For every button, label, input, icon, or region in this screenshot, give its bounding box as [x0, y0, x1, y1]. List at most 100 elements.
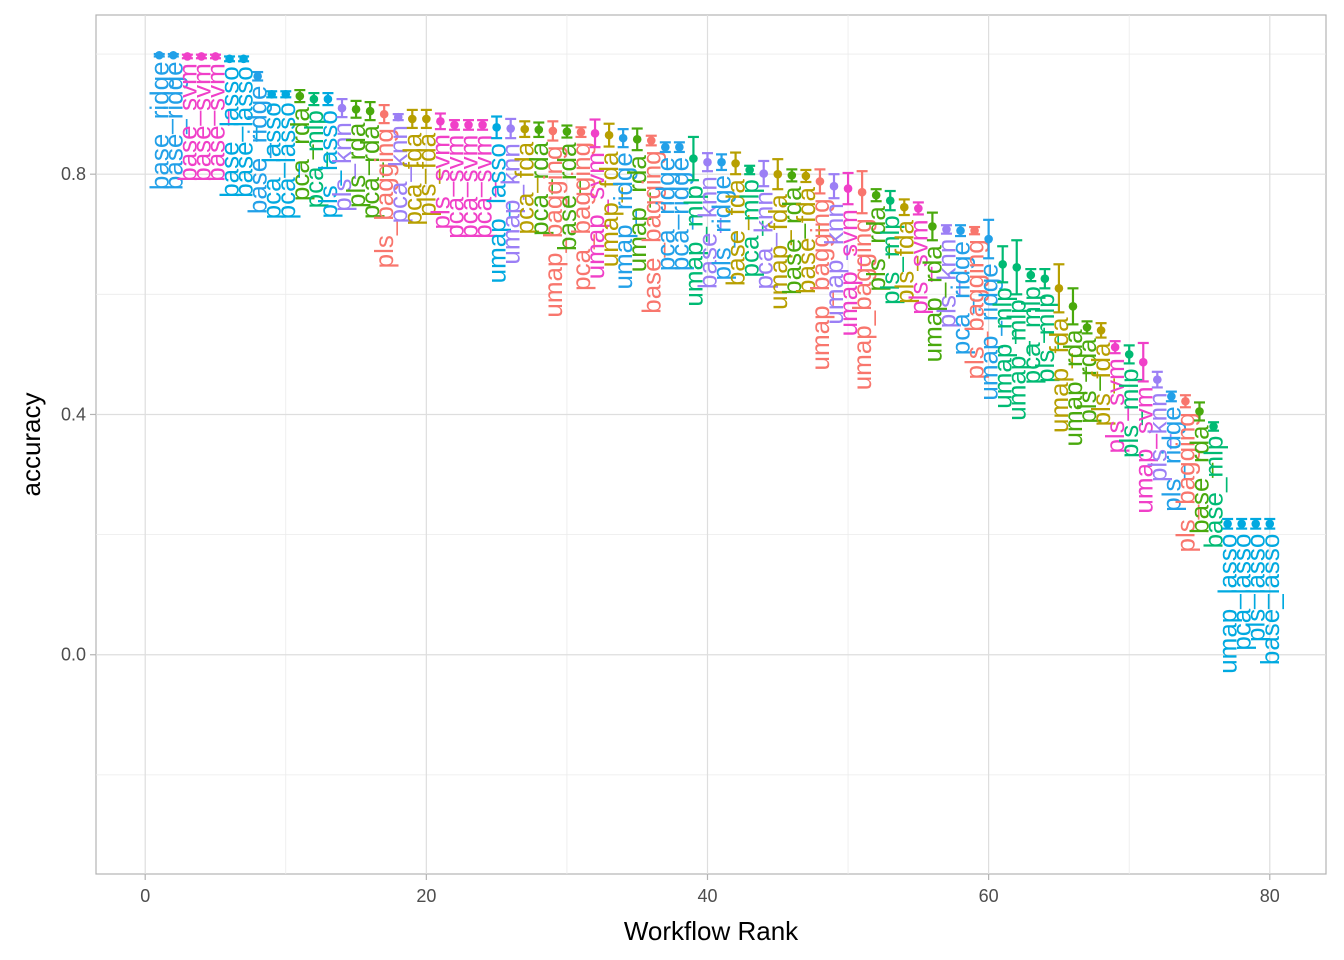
workflow-mark	[589, 118, 601, 149]
data-point	[1012, 262, 1022, 272]
workflow-mark	[673, 141, 685, 154]
x-tick-label: 20	[416, 886, 436, 906]
point-label: pls_mlp	[1030, 293, 1060, 383]
workflow-mark	[1222, 517, 1234, 530]
data-point	[576, 127, 586, 137]
point-label: umap_knn	[496, 143, 526, 264]
point-label: umap_rda	[1058, 329, 1088, 447]
x-axis-title: Workflow Rank	[624, 916, 799, 946]
data-point	[689, 154, 698, 163]
data-point	[801, 171, 811, 181]
point-label: base_knn	[692, 176, 722, 289]
workflow-mark	[1025, 267, 1037, 283]
point-label: umap_ridge	[608, 152, 638, 289]
point-label: pca_lasso	[271, 102, 301, 219]
data-point	[773, 169, 783, 179]
data-point	[787, 171, 797, 180]
workflow-mark	[378, 104, 390, 125]
point-label: umap_rda	[622, 155, 652, 273]
workflow-mark	[631, 127, 643, 152]
data-point	[914, 204, 923, 213]
point-label: pls_rda	[341, 122, 371, 208]
workflow-mark	[898, 198, 910, 217]
x-tick-label: 40	[697, 886, 717, 906]
data-point	[562, 127, 572, 136]
workflow-mark	[926, 211, 938, 242]
point-label: umap_fda	[1044, 317, 1074, 433]
point-label: base_rda	[1184, 425, 1214, 534]
workflow-mark	[603, 122, 615, 148]
point-label: pls_bagging	[369, 128, 399, 268]
data-point	[956, 226, 965, 235]
point-label: pls_svm	[903, 219, 933, 314]
y-tick-label: 0.0	[61, 645, 86, 665]
workflow-mark	[884, 189, 896, 212]
workflow-mark	[294, 88, 306, 104]
y-axis-title: accuracy	[16, 392, 46, 496]
workflow-mark	[1095, 322, 1107, 339]
data-point	[197, 52, 206, 61]
workflow-mark	[477, 119, 489, 131]
workflow-mark	[983, 218, 995, 260]
data-point	[337, 103, 347, 113]
data-point	[632, 135, 642, 144]
data-point	[1265, 519, 1275, 529]
point-label: base_rda	[777, 186, 807, 295]
point-label: umap_knn	[819, 203, 849, 324]
workflow-mark	[842, 171, 854, 206]
point-label: base_lasso	[215, 66, 245, 198]
point-label: pca_svm	[468, 135, 498, 239]
data-point	[422, 114, 431, 124]
workflow-mark	[1039, 267, 1051, 290]
workflow-mark	[561, 124, 573, 139]
point-label: base_ridge	[243, 85, 273, 214]
workflow-mark	[209, 52, 221, 61]
point-label: pca_fda	[510, 141, 540, 234]
point-label: pls_bagging	[1170, 412, 1200, 552]
data-point	[506, 124, 515, 133]
point-label: pca_mlp	[735, 179, 765, 277]
point-label: umap_bagging	[805, 198, 835, 370]
workflow-mark	[195, 52, 207, 61]
point-label: pls_rda	[1072, 338, 1102, 424]
point-label: base_svm	[186, 63, 216, 182]
workflow-mark	[533, 121, 545, 139]
point-label: base_svm	[172, 63, 202, 182]
data-point	[464, 120, 473, 130]
workflow-mark	[772, 158, 784, 191]
data-point	[731, 159, 740, 168]
x-tick-label: 60	[979, 886, 999, 906]
workflow-mark	[800, 168, 812, 184]
point-label: pca_rda	[285, 107, 315, 201]
point-label: base_lasso	[229, 66, 259, 198]
data-point	[899, 202, 909, 212]
data-point	[1138, 357, 1148, 367]
point-label: pls_mlp	[1114, 368, 1144, 458]
point-label: umap_bagging	[847, 218, 877, 390]
workflow-mark	[814, 168, 826, 195]
data-point	[871, 190, 881, 200]
point-label: pls_fda	[1086, 342, 1116, 426]
data-point	[534, 125, 544, 135]
data-point	[1251, 519, 1261, 529]
workflow-mark	[505, 117, 517, 140]
data-point	[1209, 422, 1218, 431]
point-label: umap_mlp	[988, 287, 1018, 408]
point-label: umap_mlp	[678, 185, 708, 306]
workflow-mark	[167, 50, 179, 60]
workflow-mark	[969, 225, 981, 236]
workflow-mark	[828, 173, 840, 200]
point-label: base_mlp	[1199, 436, 1229, 549]
point-label: pca_mlp	[299, 110, 329, 208]
workflow-mark	[463, 119, 475, 131]
point-label: pls_fda	[411, 132, 441, 216]
data-point	[1195, 407, 1204, 416]
workflow-mark	[997, 245, 1009, 284]
data-point	[590, 129, 600, 138]
data-point	[675, 142, 684, 152]
data-point	[703, 157, 712, 167]
data-point	[365, 106, 375, 116]
data-point	[970, 226, 979, 235]
point-label: pls_bagging	[960, 239, 990, 379]
